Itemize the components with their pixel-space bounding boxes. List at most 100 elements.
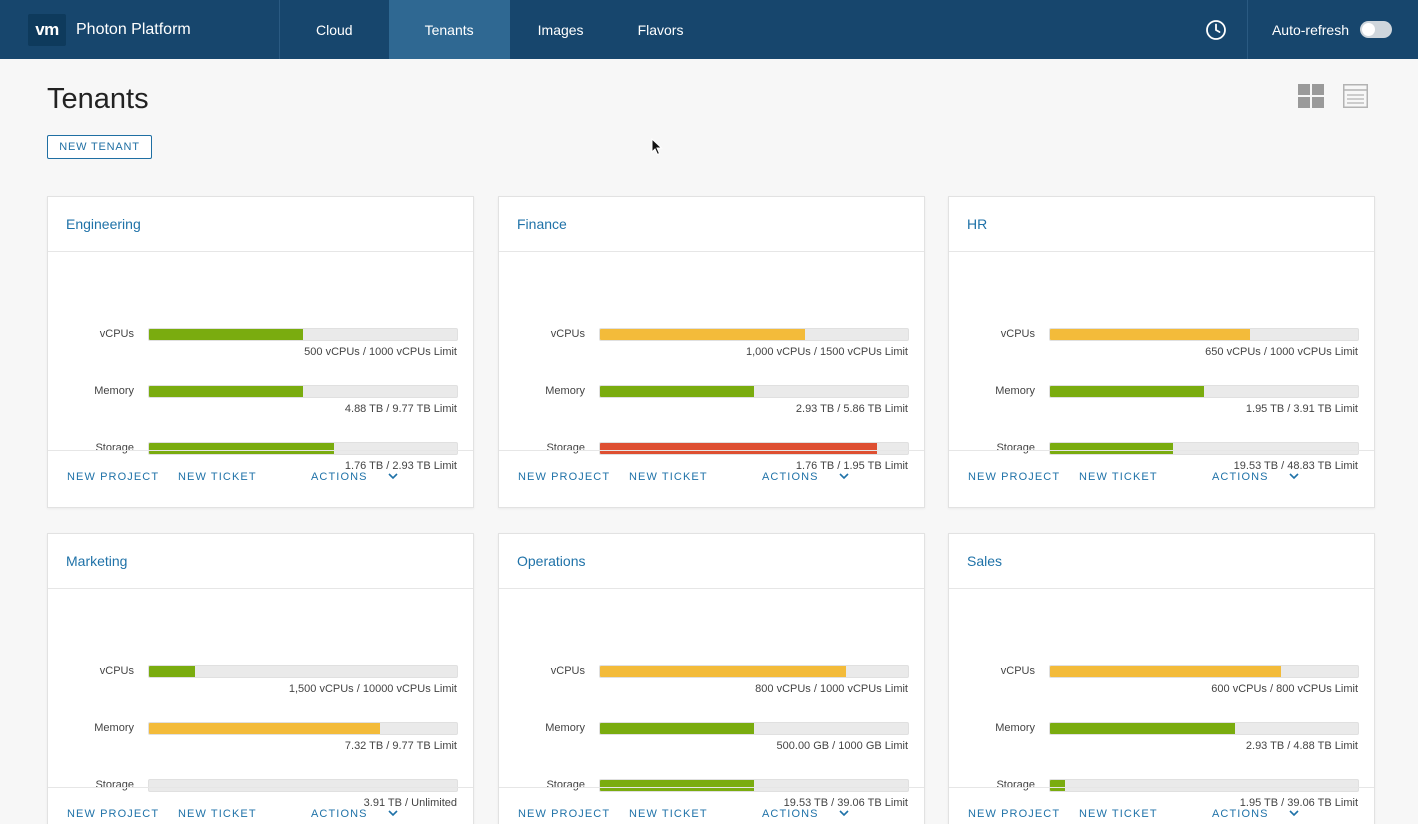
actions-menu[interactable]: ACTIONS [762, 808, 819, 820]
card-header: Finance [499, 197, 924, 252]
card-footer: NEW PROJECT NEW TICKET ACTIONS [48, 450, 473, 507]
usage-bar [1049, 722, 1359, 735]
nav-images[interactable]: Images [537, 21, 584, 38]
usage-bar [148, 385, 458, 398]
actions-menu[interactable]: ACTIONS [1212, 808, 1269, 820]
topbar-right: Auto-refresh [1186, 0, 1418, 59]
list-view-icon[interactable] [1343, 84, 1368, 108]
usage-bar-fill [1050, 443, 1174, 454]
new-project-link[interactable]: NEW PROJECT [67, 471, 160, 483]
usage-text: 19.53 TB / 48.83 TB Limit [1233, 460, 1358, 472]
metric-storage: Storage 19.53 TB / 39.06 TB Limit [499, 779, 924, 819]
usage-bar [1049, 328, 1359, 341]
new-ticket-link[interactable]: NEW TICKET [178, 808, 257, 820]
brand[interactable]: vm Photon Platform [0, 0, 280, 59]
metric-label: vCPUs [99, 328, 134, 340]
card-body: vCPUs 1,000 vCPUs / 1500 vCPUs Limit Memor… [499, 252, 924, 472]
usage-bar-fill [600, 780, 754, 791]
chevron-down-icon[interactable] [387, 471, 399, 481]
new-ticket-link[interactable]: NEW TICKET [1079, 808, 1158, 820]
usage-bar [148, 442, 458, 455]
new-tenant-button[interactable]: NEW TENANT [47, 135, 152, 159]
mouse-cursor-icon [651, 138, 663, 156]
metric-vcpus: vCPUs 1,500 vCPUs / 10000 vCPUs Limit [48, 665, 473, 705]
card-header: Sales [949, 534, 1374, 589]
usage-bar-fill [600, 443, 878, 454]
metric-vcpus: vCPUs 650 vCPUs / 1000 vCPUs Limit [949, 328, 1374, 368]
metric-label: Storage [95, 442, 134, 454]
nav-tenants[interactable]: Tenants [388, 0, 510, 59]
usage-text: 500.00 GB / 1000 GB Limit [776, 740, 908, 752]
metric-label: vCPUs [1000, 328, 1035, 340]
metric-label: Storage [996, 779, 1035, 791]
actions-menu[interactable]: ACTIONS [1212, 471, 1269, 483]
usage-bar [1049, 665, 1359, 678]
metric-storage: Storage 3.91 TB / Unlimited [48, 779, 473, 819]
chevron-down-icon[interactable] [838, 808, 850, 818]
metric-memory: Memory 2.93 TB / 4.88 TB Limit [949, 722, 1374, 762]
chevron-down-icon[interactable] [838, 471, 850, 481]
new-project-link[interactable]: NEW PROJECT [968, 471, 1061, 483]
chevron-down-icon[interactable] [1288, 808, 1300, 818]
usage-text: 1.76 TB / 2.93 TB Limit [344, 460, 457, 472]
usage-bar-fill [600, 329, 806, 340]
usage-bar-fill [149, 386, 303, 397]
nav-flavors[interactable]: Flavors [637, 21, 684, 38]
usage-bar-fill [600, 723, 754, 734]
usage-text: 650 vCPUs / 1000 vCPUs Limit [1205, 346, 1358, 358]
new-ticket-link[interactable]: NEW TICKET [629, 471, 708, 483]
new-ticket-link[interactable]: NEW TICKET [629, 808, 708, 820]
actions-menu[interactable]: ACTIONS [311, 808, 368, 820]
card-header: Marketing [48, 534, 473, 589]
usage-text: 1.95 TB / 3.91 TB Limit [1245, 403, 1358, 415]
chevron-down-icon[interactable] [387, 808, 399, 818]
usage-text: 4.88 TB / 9.77 TB Limit [344, 403, 457, 415]
usage-bar-fill [149, 329, 303, 340]
tenant-name[interactable]: Marketing [66, 553, 128, 569]
usage-text: 1,500 vCPUs / 10000 vCPUs Limit [288, 683, 457, 695]
metric-label: Storage [546, 779, 585, 791]
usage-bar-fill [1050, 666, 1281, 677]
new-project-link[interactable]: NEW PROJECT [518, 471, 611, 483]
metric-label: Storage [546, 442, 585, 454]
grid-view-icon[interactable] [1298, 84, 1324, 108]
metric-storage: Storage 19.53 TB / 48.83 TB Limit [949, 442, 1374, 482]
nav-cloud[interactable]: Cloud [316, 21, 353, 38]
tenant-name[interactable]: Operations [517, 553, 586, 569]
usage-bar [1049, 385, 1359, 398]
new-project-link[interactable]: NEW PROJECT [968, 808, 1061, 820]
tenant-name[interactable]: Finance [517, 216, 567, 232]
metric-label: Storage [996, 442, 1035, 454]
new-ticket-link[interactable]: NEW TICKET [178, 471, 257, 483]
tenant-name[interactable]: Engineering [66, 216, 141, 232]
new-ticket-link[interactable]: NEW TICKET [1079, 471, 1158, 483]
usage-bar [148, 328, 458, 341]
metric-vcpus: vCPUs 600 vCPUs / 800 vCPUs Limit [949, 665, 1374, 705]
metric-label: Memory [545, 722, 585, 734]
chevron-down-icon[interactable] [1288, 471, 1300, 481]
usage-bar [1049, 442, 1359, 455]
metric-memory: Memory 7.32 TB / 9.77 TB Limit [48, 722, 473, 762]
new-project-link[interactable]: NEW PROJECT [67, 808, 160, 820]
actions-menu[interactable]: ACTIONS [311, 471, 368, 483]
metric-label: vCPUs [550, 665, 585, 677]
usage-bar [148, 722, 458, 735]
card-footer: NEW PROJECT NEW TICKET ACTIONS [499, 787, 924, 824]
auto-refresh-toggle[interactable] [1360, 21, 1392, 38]
usage-bar-fill [149, 443, 334, 454]
new-project-link[interactable]: NEW PROJECT [518, 808, 611, 820]
usage-text: 500 vCPUs / 1000 vCPUs Limit [304, 346, 457, 358]
metric-vcpus: vCPUs 1,000 vCPUs / 1500 vCPUs Limit [499, 328, 924, 368]
tenant-name[interactable]: Sales [967, 553, 1003, 569]
card-footer: NEW PROJECT NEW TICKET ACTIONS [949, 787, 1374, 824]
metric-memory: Memory 4.88 TB / 9.77 TB Limit [48, 385, 473, 425]
metric-vcpus: vCPUs 500 vCPUs / 1000 vCPUs Limit [48, 328, 473, 368]
history-button[interactable] [1186, 0, 1248, 59]
metric-storage: Storage 1.95 TB / 39.06 TB Limit [949, 779, 1374, 819]
usage-bar-fill [600, 386, 754, 397]
usage-bar-fill [1050, 329, 1251, 340]
actions-menu[interactable]: ACTIONS [762, 471, 819, 483]
tenant-name[interactable]: HR [967, 216, 988, 232]
tenant-card: Operations vCPUs 800 vCPUs / 1000 vCPUs Li… [498, 533, 925, 824]
card-body: vCPUs 800 vCPUs / 1000 vCPUs Limit Memory 5… [499, 589, 924, 809]
